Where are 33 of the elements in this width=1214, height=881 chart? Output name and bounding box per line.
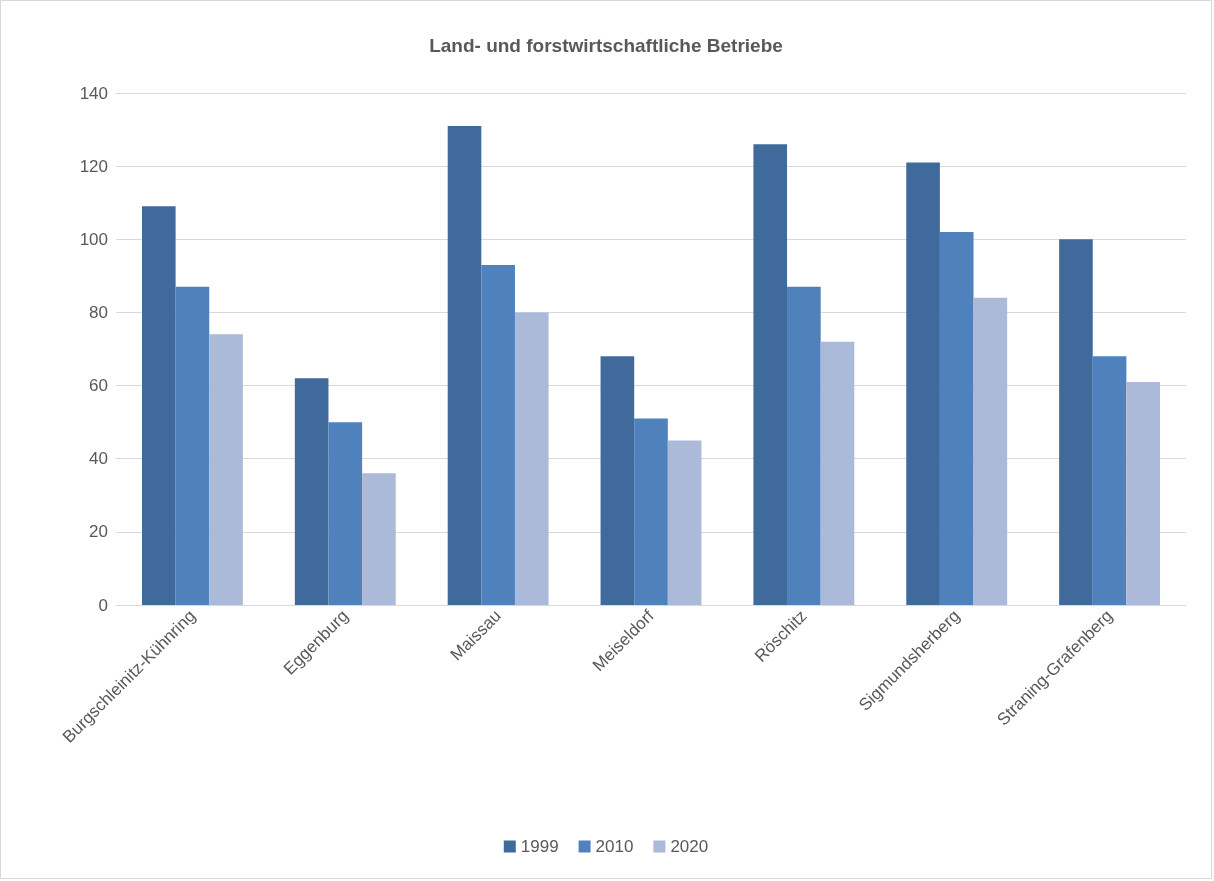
- bar: [1126, 381, 1161, 605]
- y-tick-label: 0: [98, 595, 108, 615]
- bar: [514, 312, 549, 605]
- bar: [939, 231, 974, 605]
- bar: [362, 473, 396, 605]
- bar: [787, 286, 821, 605]
- y-tick-label: 60: [89, 376, 108, 396]
- bar: [634, 418, 668, 605]
- chart-title: Land- und forstwirtschaftliche Betriebe: [429, 35, 783, 56]
- y-tick-label: 100: [79, 229, 108, 249]
- bar: [753, 144, 788, 605]
- bar: [481, 264, 515, 605]
- bar: [1092, 356, 1127, 605]
- bar: [294, 378, 329, 605]
- bar: [906, 162, 940, 605]
- bar: [141, 206, 176, 605]
- bar: [820, 341, 855, 605]
- bar: [667, 440, 702, 605]
- bar: [1059, 239, 1093, 605]
- y-tick-label: 140: [79, 83, 108, 103]
- bar: [328, 422, 363, 605]
- bar: [175, 286, 210, 605]
- y-tick-label: 120: [79, 156, 108, 176]
- bar: [447, 125, 482, 605]
- bar: [973, 297, 1008, 605]
- y-tick-label: 80: [89, 302, 108, 322]
- legend-label: 2020: [670, 837, 709, 856]
- y-tick-label: 40: [89, 449, 108, 469]
- legend-label: 2010: [595, 837, 634, 856]
- bar: [600, 356, 635, 605]
- bar: [209, 334, 243, 605]
- legend-label: 1999: [520, 837, 559, 856]
- y-tick-label: 20: [89, 522, 108, 542]
